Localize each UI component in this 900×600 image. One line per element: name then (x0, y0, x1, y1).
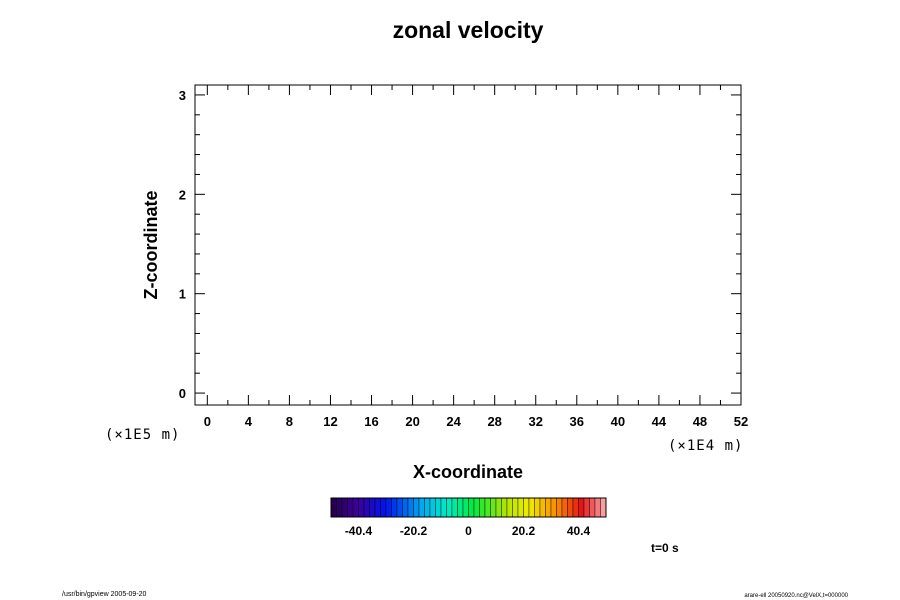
footer-source: arare-ell 20050920.nc@VelX,t=000000 (744, 593, 848, 599)
colorbar-cell (440, 497, 447, 518)
y-tick-label: 1 (179, 287, 186, 302)
colorbar-cell (506, 497, 513, 518)
x-tick-label: 52 (734, 414, 748, 429)
x-tick-label: 24 (446, 414, 461, 429)
x-axis-unit: (×1E4 m) (668, 438, 743, 454)
colorbar-cell (479, 497, 486, 518)
colorbar-cell (413, 497, 420, 518)
colorbar-cell (369, 497, 376, 518)
colorbar-cell (561, 497, 568, 518)
y-tick-label: 0 (179, 386, 186, 401)
colorbar-tick-label: -40.4 (345, 524, 373, 538)
colorbar-cell (352, 497, 359, 518)
colorbar-cell (550, 497, 557, 518)
plot-area (194, 84, 742, 406)
x-tick-label: 20 (405, 414, 419, 429)
colorbar-cell (567, 497, 574, 518)
colorbar-cell (545, 497, 552, 518)
colorbar-cell (572, 497, 579, 518)
colorbar-cell (578, 497, 585, 518)
x-tick-label: 16 (364, 414, 378, 429)
colorbar-cell (528, 497, 535, 518)
colorbar-cell (330, 497, 337, 518)
colorbar-tick-label: 20.2 (512, 524, 536, 538)
y-axis-ticks: 0 1 2 3 (179, 88, 741, 401)
colorbar-cell (523, 497, 530, 518)
colorbar-cell (374, 497, 381, 518)
x-tick-label: 28 (487, 414, 501, 429)
colorbar-cell (556, 497, 563, 518)
colorbar-tick-label: 0 (465, 524, 472, 538)
chart-title: zonal velocity (393, 17, 544, 43)
x-tick-label: 12 (323, 414, 337, 429)
colorbar-cell (429, 497, 436, 518)
plot-frame (194, 84, 742, 406)
colorbar-cell (446, 497, 453, 518)
colorbar-cell (407, 497, 414, 518)
y-tick-label: 3 (179, 88, 186, 103)
x-tick-label: 0 (204, 414, 211, 429)
colorbar-cell (424, 497, 431, 518)
colorbar-cell (501, 497, 508, 518)
colorbar-cell (484, 497, 491, 518)
colorbar-tick-label: 40.4 (567, 524, 591, 538)
colorbar-cell (457, 497, 464, 518)
colorbar-cell (396, 497, 403, 518)
colorbar-cell (418, 497, 425, 518)
colorbar-cell (539, 497, 546, 518)
x-tick-label: 36 (570, 414, 584, 429)
colorbar-cell (462, 497, 469, 518)
x-tick-label: 44 (652, 414, 667, 429)
colorbar-cell (402, 497, 409, 518)
y-axis-title: Z-coordinate (141, 190, 161, 299)
colorbar-cell (341, 497, 348, 518)
colorbar-cell (358, 497, 365, 518)
colorbar-cell (385, 497, 392, 518)
colorbar-cell (435, 497, 442, 518)
x-tick-label: 40 (611, 414, 625, 429)
colorbar-cell (589, 497, 596, 518)
colorbar-cell (517, 497, 524, 518)
colorbar-cell (512, 497, 519, 518)
x-tick-label: 48 (693, 414, 707, 429)
footer-command: /usr/bin/gpview 2005-09-20 (62, 591, 147, 598)
colorbar-cell (594, 497, 601, 518)
time-label: t=0 s (651, 541, 679, 555)
colorbar (330, 497, 607, 518)
colorbar-cell (468, 497, 475, 518)
colorbar-tick-labels: -40.4 -20.2 0 20.2 40.4 (345, 524, 591, 538)
y-axis-unit: (×1E5 m) (105, 427, 180, 443)
colorbar-cell (363, 497, 370, 518)
colorbar-cell (600, 497, 607, 518)
colorbar-cell (347, 497, 354, 518)
colorbar-frame (330, 497, 607, 518)
x-tick-label: 32 (529, 414, 543, 429)
y-tick-label: 2 (179, 187, 186, 202)
colorbar-cell (336, 497, 343, 518)
colorbar-cell (380, 497, 387, 518)
colorbar-cell (451, 497, 458, 518)
x-tick-label: 4 (245, 414, 253, 429)
colorbar-cell (391, 497, 398, 518)
colorbar-cell (583, 497, 590, 518)
colorbar-cell (534, 497, 541, 518)
x-axis-ticks: 0 4 8 12 16 20 24 28 32 36 40 44 48 52 (204, 85, 748, 429)
colorbar-cell (495, 497, 502, 518)
colorbar-tick-label: -20.2 (400, 524, 428, 538)
x-axis-title: X-coordinate (413, 462, 523, 482)
x-tick-label: 8 (286, 414, 293, 429)
colorbar-cell (490, 497, 497, 518)
colorbar-cell (473, 497, 480, 518)
